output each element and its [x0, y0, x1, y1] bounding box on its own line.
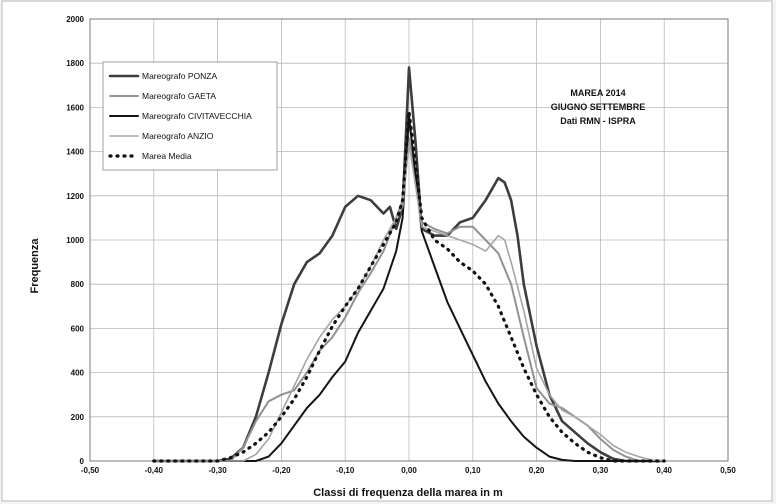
y-tick-label: 1000 [66, 236, 84, 245]
chart-grid [89, 18, 729, 462]
x-tick-label: 0,00 [401, 466, 417, 475]
annotation-line-1: MAREA 2014 [570, 88, 625, 98]
x-tick-label: -0,10 [336, 466, 355, 475]
annotation-box: MAREA 2014 GIUGNO SETTEMBRE Dati RMN - I… [551, 88, 646, 126]
y-tick-label: 1200 [66, 192, 84, 201]
y-axis-title: Frequenza [29, 238, 41, 294]
y-tick-label: 0 [80, 457, 85, 466]
legend-label: Marea Media [142, 151, 192, 161]
legend-label: Mareografo ANZIO [142, 131, 214, 141]
legend-label: Mareografo PONZA [142, 71, 217, 81]
x-tick-label: -0,50 [81, 466, 100, 475]
plot-area-border [89, 18, 729, 462]
series-line [152, 115, 666, 462]
y-tick-label: 200 [71, 413, 85, 422]
x-tick-label: 0,30 [593, 466, 609, 475]
y-tick-label: 600 [71, 324, 85, 333]
x-tick-label: -0,20 [272, 466, 291, 475]
x-tick-label: -0,30 [208, 466, 227, 475]
legend-label: Mareografo CIVITAVECCHIA [142, 111, 252, 121]
x-axis-title: Classi di frequenza della marea in m [313, 487, 503, 499]
x-tick-label: 0,40 [656, 466, 672, 475]
y-tick-label: 800 [71, 280, 85, 289]
annotation-line-2: GIUGNO SETTEMBRE [551, 102, 646, 112]
y-tick-label: 2000 [66, 15, 84, 24]
x-axis-ticks: -0,50 -0,40 -0,30 -0,20 -0,10 0,00 0,10 0,20 0,3… [81, 466, 736, 475]
legend: Mareografo PONZA Mareografo GAETA Mareogra… [102, 61, 278, 171]
x-tick-label: -0,40 [145, 466, 164, 475]
x-tick-label: 0,10 [465, 466, 481, 475]
series-layer [152, 66, 666, 463]
y-tick-label: 1600 [66, 103, 84, 112]
y-tick-label: 1400 [66, 148, 84, 157]
series-line [153, 142, 665, 462]
y-tick-label: 400 [71, 369, 85, 378]
y-tick-label: 1800 [66, 59, 84, 68]
x-tick-label: 0,20 [529, 466, 545, 475]
annotation-line-3: Dati RMN - ISPRA [560, 116, 636, 126]
legend-label: Mareografo GAETA [142, 91, 216, 101]
x-tick-label: 0,50 [720, 466, 736, 475]
y-axis-ticks: 0 200 400 600 800 1000 1200 1400 1600 1800 2000 [66, 15, 84, 466]
series-line [152, 110, 666, 463]
